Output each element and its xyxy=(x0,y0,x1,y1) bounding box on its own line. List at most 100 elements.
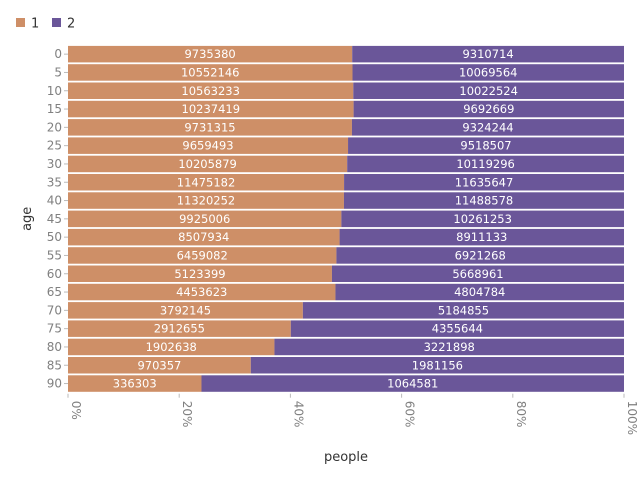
y-tick-label-35: 35 xyxy=(47,175,62,189)
bar-series1-age-70 xyxy=(68,302,303,319)
bar-series2-age-85 xyxy=(250,357,625,374)
legend-label-1: 1 xyxy=(31,17,39,32)
bar-label-series2-age-30: 10119296 xyxy=(456,157,515,171)
bar-label-series2-age-80: 3221898 xyxy=(424,340,475,354)
x-axis-title: people xyxy=(324,450,368,465)
bar-series2-age-10 xyxy=(353,82,624,99)
y-tick-label-45: 45 xyxy=(47,212,62,226)
bar-label-series2-age-65: 4804784 xyxy=(454,285,505,299)
y-tick-label-0: 0 xyxy=(54,47,62,61)
bar-label-series1-age-0: 9735380 xyxy=(184,47,235,61)
bar-label-series2-age-5: 10069564 xyxy=(459,65,518,79)
y-tick-label-65: 65 xyxy=(47,285,62,299)
bar-series1-age-0 xyxy=(68,45,353,63)
bar-label-series1-age-70: 3792145 xyxy=(160,303,211,317)
bar-label-series2-age-55: 6921268 xyxy=(455,248,506,262)
bar-label-series1-age-55: 6459082 xyxy=(177,248,228,262)
bar-series2-age-80 xyxy=(274,338,624,356)
bar-label-series1-age-60: 5123399 xyxy=(174,267,225,281)
y-tick-label-20: 20 xyxy=(47,120,62,134)
bar-series1-age-5 xyxy=(68,64,353,81)
bar-series2-age-15 xyxy=(353,100,624,118)
bar-series1-age-50 xyxy=(68,228,340,246)
bar-series1-age-30 xyxy=(68,155,348,173)
bar-series2-age-25 xyxy=(348,137,624,154)
x-tick-label-0: 0% xyxy=(69,401,83,420)
bar-series2-age-90 xyxy=(201,375,625,392)
bar-label-series2-age-85: 1981156 xyxy=(412,358,463,372)
y-tick-label-50: 50 xyxy=(47,230,62,244)
y-tick-label-80: 80 xyxy=(47,340,62,354)
bar-series2-age-65 xyxy=(335,283,624,301)
y-axis: 0 5 10 15 20 25 30 35 40 45 50 55 60 65 70 75 80 85 90 xyxy=(47,47,68,391)
bar-label-series1-age-40: 11320252 xyxy=(177,194,236,208)
bar-series1-age-15 xyxy=(68,100,354,118)
bar-series2-age-40 xyxy=(343,192,624,209)
y-tick-label-75: 75 xyxy=(47,322,62,336)
y-tick-label-70: 70 xyxy=(47,303,62,317)
y-tick-label-55: 55 xyxy=(47,248,62,262)
bars-layer: 9735380 9310714 10552146 10069564 10563233 10… xyxy=(68,45,625,392)
bar-series1-age-55 xyxy=(68,247,337,264)
bar-label-series2-age-45: 10261253 xyxy=(453,212,512,226)
bar-series1-age-85 xyxy=(68,357,251,374)
bar-label-series1-age-20: 9731315 xyxy=(184,120,235,134)
x-tick-label-1: 20% xyxy=(180,401,194,428)
bar-series2-age-75 xyxy=(290,320,624,337)
y-tick-label-25: 25 xyxy=(47,139,62,153)
bar-label-series2-age-50: 8911133 xyxy=(456,230,507,244)
bar-label-series2-age-20: 9324244 xyxy=(462,120,513,134)
bar-series2-age-0 xyxy=(352,45,624,63)
y-tick-label-60: 60 xyxy=(47,267,62,281)
bar-series2-age-60 xyxy=(331,265,624,282)
y-tick-label-15: 15 xyxy=(47,102,62,116)
x-tick-label-5: 100% xyxy=(625,401,639,435)
bar-label-series2-age-60: 5668961 xyxy=(452,267,503,281)
bar-series1-age-65 xyxy=(68,283,336,301)
bar-series2-age-50 xyxy=(339,228,624,246)
bar-series2-age-30 xyxy=(347,155,624,173)
bar-series1-age-25 xyxy=(68,137,349,154)
bar-series1-age-10 xyxy=(68,82,354,99)
bar-series2-age-55 xyxy=(336,247,624,264)
bar-label-series2-age-75: 4355644 xyxy=(432,322,483,336)
bar-series1-age-20 xyxy=(68,119,352,136)
bar-label-series1-age-30: 10205879 xyxy=(178,157,237,171)
bar-label-series1-age-85: 970357 xyxy=(137,358,181,372)
bar-label-series1-age-15: 10237419 xyxy=(182,102,241,116)
bar-series1-age-75 xyxy=(68,320,291,337)
y-tick-label-85: 85 xyxy=(47,358,62,372)
bar-series1-age-90 xyxy=(68,375,202,392)
bar-series1-age-60 xyxy=(68,265,332,282)
bar-label-series2-age-25: 9518507 xyxy=(460,139,511,153)
bar-series2-age-5 xyxy=(352,64,624,81)
bar-series1-age-45 xyxy=(68,210,342,228)
legend-swatch-1 xyxy=(16,18,25,27)
y-tick-label-10: 10 xyxy=(47,84,62,98)
bar-label-series2-age-10: 10022524 xyxy=(459,84,518,98)
y-tick-label-40: 40 xyxy=(47,194,62,208)
bar-series2-age-45 xyxy=(341,210,624,228)
y-tick-label-90: 90 xyxy=(47,377,62,391)
bar-label-series2-age-90: 1064581 xyxy=(387,377,438,391)
y-axis-title: age xyxy=(20,207,35,231)
x-tick-label-2: 40% xyxy=(291,401,305,428)
bar-series1-age-35 xyxy=(68,174,345,191)
bar-label-series1-age-25: 9659493 xyxy=(182,139,233,153)
bar-label-series1-age-10: 10563233 xyxy=(181,84,240,98)
bar-label-series1-age-65: 4453623 xyxy=(176,285,227,299)
bar-label-series2-age-70: 5184855 xyxy=(438,303,489,317)
legend-swatch-2 xyxy=(52,18,61,27)
bar-label-series2-age-35: 11635647 xyxy=(455,175,514,189)
bar-label-series1-age-5: 10552146 xyxy=(181,65,240,79)
x-tick-label-3: 60% xyxy=(403,401,417,428)
bar-label-series1-age-45: 9925006 xyxy=(179,212,230,226)
x-tick-label-4: 80% xyxy=(514,401,528,428)
bar-series2-age-70 xyxy=(302,302,624,319)
bar-label-series1-age-75: 2912655 xyxy=(154,322,205,336)
x-axis: 0% 20% 40% 60% 80% 100% xyxy=(67,393,639,435)
bar-label-series2-age-0: 9310714 xyxy=(462,47,513,61)
